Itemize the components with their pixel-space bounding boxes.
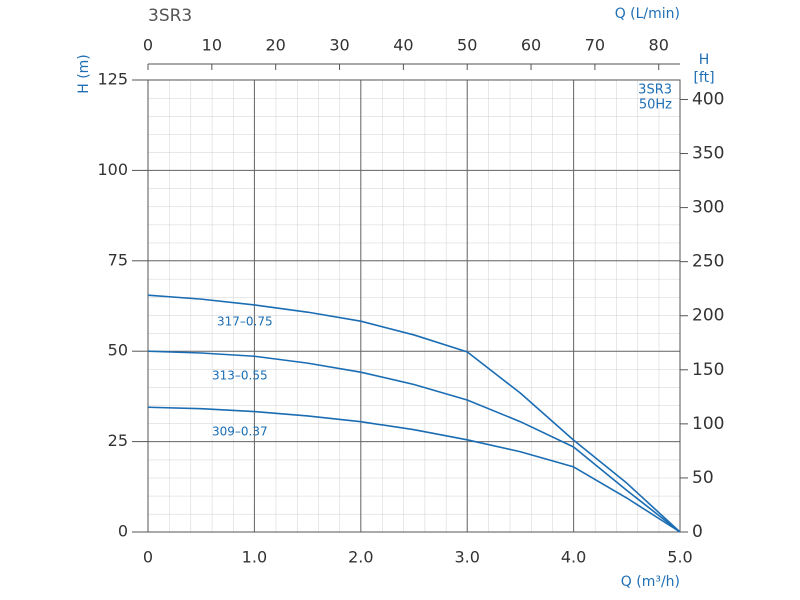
x2-tick-label: 60 bbox=[521, 36, 541, 55]
curve-label: 313–0.55 bbox=[212, 369, 268, 383]
x2-axis-label: Q (L/min) bbox=[615, 6, 680, 22]
x2-tick-label: 0 bbox=[143, 36, 153, 55]
x-tick-label: 1.0 bbox=[242, 548, 267, 567]
curve bbox=[147, 406, 681, 533]
y2-axis-label: H bbox=[699, 52, 710, 68]
x-tick-label: 2.0 bbox=[348, 548, 373, 567]
y-axis-label: H (m) bbox=[76, 54, 92, 94]
y-tick-label: 0 bbox=[118, 522, 128, 541]
plot-frame bbox=[147, 79, 681, 533]
curve bbox=[147, 294, 681, 533]
y-tick-label: 125 bbox=[97, 70, 128, 89]
y2-tick-label: 400 bbox=[692, 89, 724, 109]
y2-tick-label: 250 bbox=[692, 252, 724, 272]
badge: 3SR3 bbox=[638, 83, 672, 98]
x2-tick-label: 40 bbox=[393, 36, 413, 55]
y2-axis-label: [ft] bbox=[693, 70, 714, 86]
curve-label: 317–0.75 bbox=[217, 315, 273, 329]
chart-title: 3SR3 bbox=[148, 6, 192, 26]
y-tick-label: 75 bbox=[108, 250, 128, 269]
x2-tick-label: 70 bbox=[585, 36, 605, 55]
x-tick-label: 3.0 bbox=[454, 548, 479, 567]
x2-tick-label: 10 bbox=[202, 36, 222, 55]
curve-label: 309–0.37 bbox=[212, 425, 268, 439]
x-tick-label: 4.0 bbox=[561, 548, 586, 567]
y2-tick-label: 350 bbox=[692, 144, 724, 164]
x2-tick-label: 50 bbox=[457, 36, 477, 55]
curve bbox=[147, 350, 681, 533]
badge: 50Hz bbox=[639, 98, 672, 113]
y2-tick-label: 50 bbox=[692, 468, 714, 488]
x-tick-label: 5.0 bbox=[667, 548, 692, 567]
y-tick-label: 25 bbox=[108, 431, 128, 450]
y2-tick-label: 100 bbox=[692, 414, 724, 434]
y-tick-label: 100 bbox=[97, 160, 128, 179]
x2-tick-label: 30 bbox=[329, 36, 349, 55]
x-axis-label: Q (m³/h) bbox=[621, 574, 680, 590]
x2-tick-label: 80 bbox=[649, 36, 669, 55]
y-tick-label: 50 bbox=[108, 341, 128, 360]
y2-tick-label: 150 bbox=[692, 360, 724, 380]
y2-tick-label: 200 bbox=[692, 306, 724, 326]
x2-tick-label: 20 bbox=[266, 36, 286, 55]
minor-grid bbox=[148, 80, 680, 532]
y2-tick-label: 300 bbox=[692, 198, 724, 218]
y2-tick-label: 0 bbox=[692, 522, 703, 542]
x-tick-label: 0 bbox=[143, 548, 153, 567]
